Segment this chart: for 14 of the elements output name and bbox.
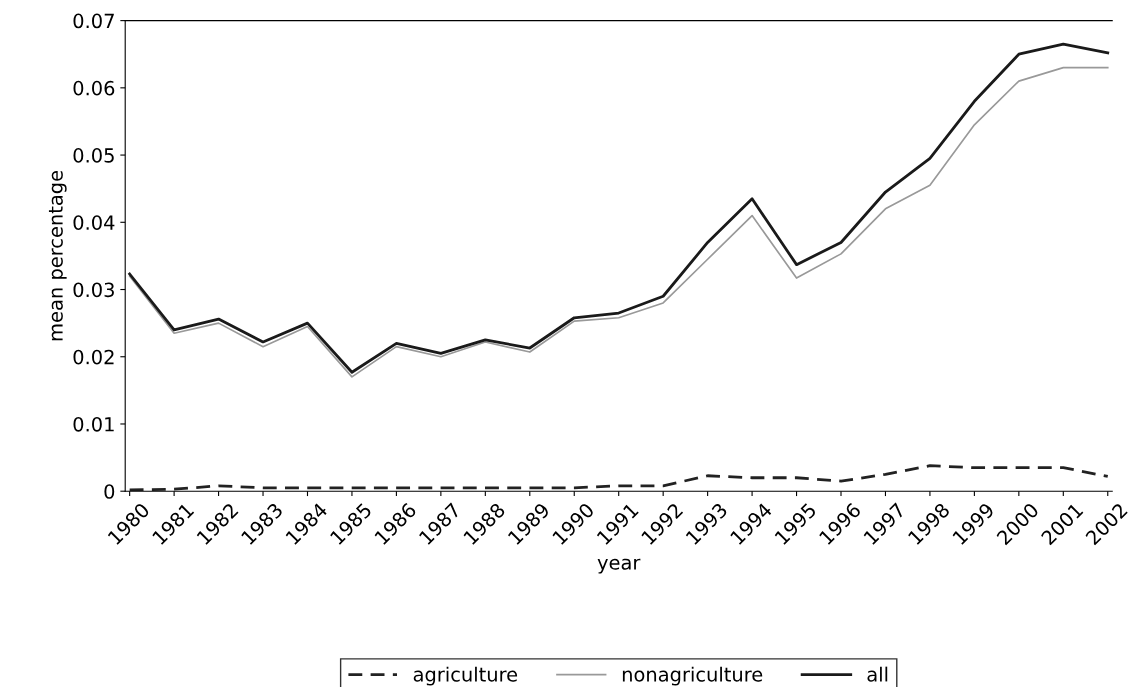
y-tick-label: 0.06 [73, 80, 115, 96]
line-series [128, 464, 1110, 492]
legend-label: agriculture [413, 666, 518, 686]
x-axis-title: year [597, 558, 641, 574]
y-tick-label: 0.04 [73, 215, 115, 230]
y-tick-label: 0.07 [73, 13, 114, 29]
y-tick-label: 0.03 [73, 282, 114, 298]
legend-label: all [867, 666, 888, 682]
y-tick-label: 0.05 [73, 148, 114, 163]
legend-label: nonagriculture [622, 666, 763, 686]
y-tick-label: 0.01 [73, 416, 114, 432]
y-tick-label: 0.02 [73, 349, 114, 365]
y-tick-label: 0 [104, 484, 115, 499]
y-axis-title: mean percentage [48, 170, 67, 341]
